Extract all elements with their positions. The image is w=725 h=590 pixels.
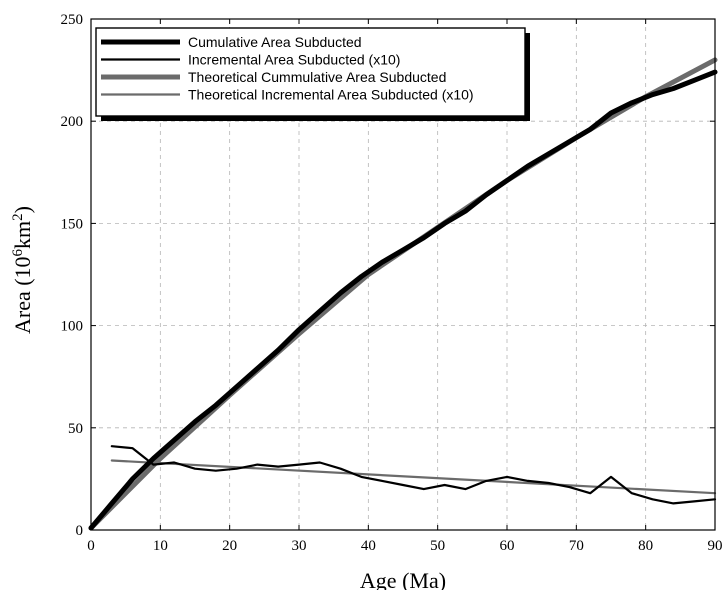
x-tick-label: 70 <box>569 538 584 554</box>
legend: Cumulative Area Subducted Incremental Are… <box>95 27 530 121</box>
y-axis-title: Area (106km2) <box>10 206 35 334</box>
x-tick-label: 10 <box>153 538 168 554</box>
x-axis-title: Age (Ma) <box>360 568 446 590</box>
legend-label-2: Theoretical Cummulative Area Subducted <box>188 69 446 85</box>
x-tick-label: 50 <box>430 538 445 554</box>
series-line-3 <box>110 459 717 495</box>
x-tick-label: 20 <box>222 538 237 554</box>
plot-frame <box>90 18 716 531</box>
x-tick-label: 90 <box>708 538 723 554</box>
series-line-1 <box>110 445 717 505</box>
x-tick-label: 0 <box>87 538 95 554</box>
axis-ticks: 0 10 20 30 40 50 60 70 80 90 0 50 100 150 200 250 <box>61 12 723 554</box>
x-tick-label: 80 <box>638 538 653 554</box>
series-lines <box>88 57 718 531</box>
x-tick-label: 30 <box>292 538 307 554</box>
legend-label-1: Incremental Area Subducted (x10) <box>188 52 400 68</box>
legend-label-0: Cumulative Area Subducted <box>188 34 362 50</box>
legend-label-3: Theoretical Incremental Area Subducted (… <box>188 87 474 103</box>
y-tick-label: 250 <box>61 12 84 28</box>
y-tick-label: 0 <box>76 523 84 539</box>
x-tick-label: 40 <box>361 538 376 554</box>
y-tick-label: 150 <box>61 216 84 232</box>
series-line-0 <box>88 69 718 531</box>
x-tick-label: 60 <box>500 538 515 554</box>
series-line-2 <box>88 57 718 531</box>
y-tick-label: 50 <box>68 421 83 437</box>
y-tick-label: 200 <box>61 114 84 130</box>
grid-lines <box>91 19 715 530</box>
y-tick-label: 100 <box>61 319 84 335</box>
